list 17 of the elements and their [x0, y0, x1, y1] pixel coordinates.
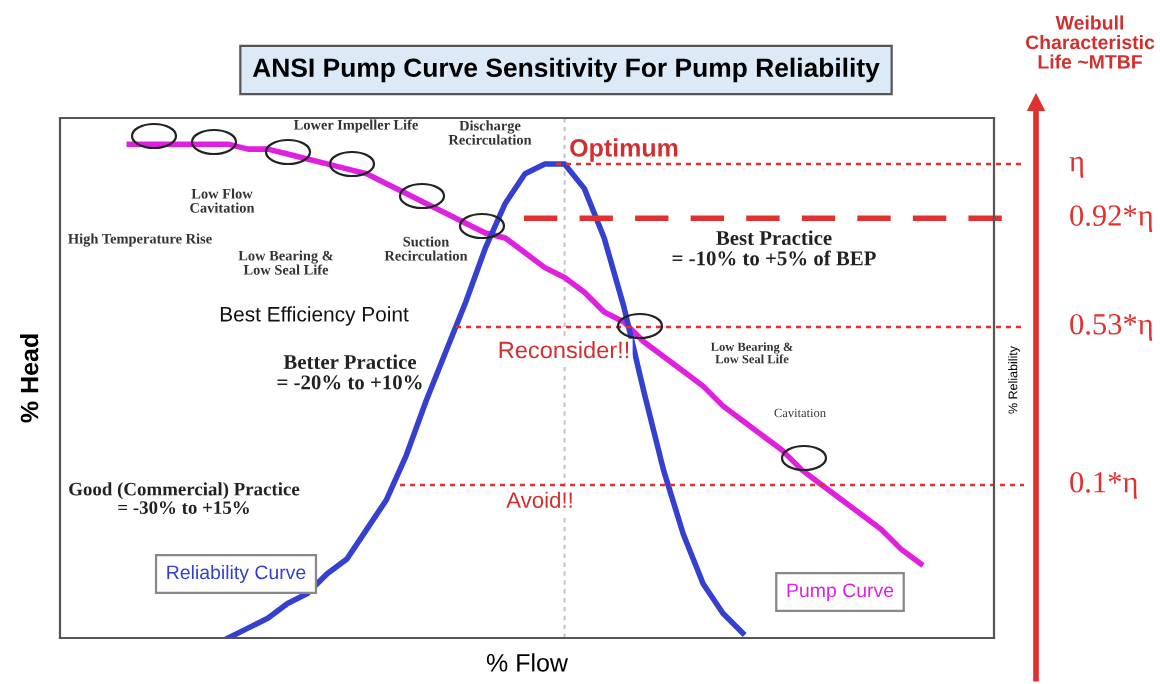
annotation: Best Practice = -10% to +5% of BEP — [672, 230, 876, 266]
ref-line-label: 0.92*η — [1070, 205, 1153, 233]
annotation: Best Efficiency Point — [220, 306, 409, 326]
y-axis-title: % Head — [20, 334, 39, 423]
ref-line-label: η — [1069, 156, 1084, 178]
annotation: Avoid!! — [506, 491, 572, 508]
annotation: Good (Commercial) Practice = -30% to +15% — [69, 482, 300, 515]
ref-line-label: 0.53*η — [1070, 313, 1153, 341]
text: Weibull Characteristic Life ~MTBF — [1025, 15, 1155, 69]
chart-title: ANSI Pump Curve Sensitivity For Pump Reliability — [252, 57, 880, 83]
series-label: Reliability Curve — [167, 564, 306, 584]
series-label: Pump Curve — [787, 583, 894, 602]
ref-line-label: 0.1*η — [1070, 471, 1137, 499]
annotation: Optimum — [570, 138, 678, 162]
annotation: Better Practice = -20% to +10% — [277, 354, 422, 390]
x-axis-title: % Flow — [486, 653, 569, 672]
annotation: Reconsider!! — [499, 340, 629, 359]
